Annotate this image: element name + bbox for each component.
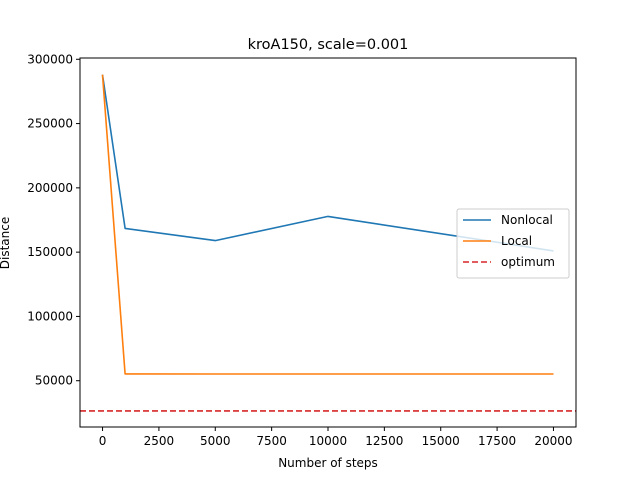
legend: Nonlocal Local optimum bbox=[456, 208, 570, 279]
series-line-local bbox=[101, 74, 554, 375]
y-tick-label: 150000 bbox=[27, 245, 73, 259]
x-tick-label: 20000 bbox=[534, 434, 572, 448]
legend-label: Nonlocal bbox=[501, 213, 553, 227]
plot-area bbox=[80, 74, 576, 412]
plot-frame bbox=[79, 57, 577, 428]
chart-title: kroA150, scale=0.001 bbox=[248, 37, 409, 53]
y-axis-label: Distance bbox=[0, 217, 12, 269]
x-tick-label: 17500 bbox=[478, 434, 516, 448]
x-tick-label: 2500 bbox=[144, 434, 175, 448]
legend-box bbox=[456, 208, 570, 279]
legend-label: optimum bbox=[501, 255, 555, 269]
y-tick-label: 100000 bbox=[27, 309, 73, 323]
x-axis-label: Number of steps bbox=[278, 456, 378, 470]
y-axis-ticks: 50000 100000 150000 200000 250000 300000 bbox=[27, 52, 80, 388]
x-tick-label: 10000 bbox=[309, 434, 347, 448]
y-tick-label: 300000 bbox=[27, 52, 73, 66]
x-tick-label: 7500 bbox=[256, 434, 287, 448]
x-tick-label: 0 bbox=[99, 434, 107, 448]
y-tick-label: 250000 bbox=[27, 117, 73, 131]
x-tick-label: 15000 bbox=[422, 434, 460, 448]
x-axis-ticks: 0 2500 5000 7500 10000 12500 15000 17500 20000 bbox=[99, 427, 573, 448]
y-tick-label: 200000 bbox=[27, 181, 73, 195]
legend-label: Local bbox=[501, 234, 532, 248]
x-tick-label: 5000 bbox=[200, 434, 231, 448]
series-line-nonlocal bbox=[101, 74, 554, 252]
x-tick-label: 12500 bbox=[365, 434, 403, 448]
y-tick-label: 50000 bbox=[35, 374, 73, 388]
